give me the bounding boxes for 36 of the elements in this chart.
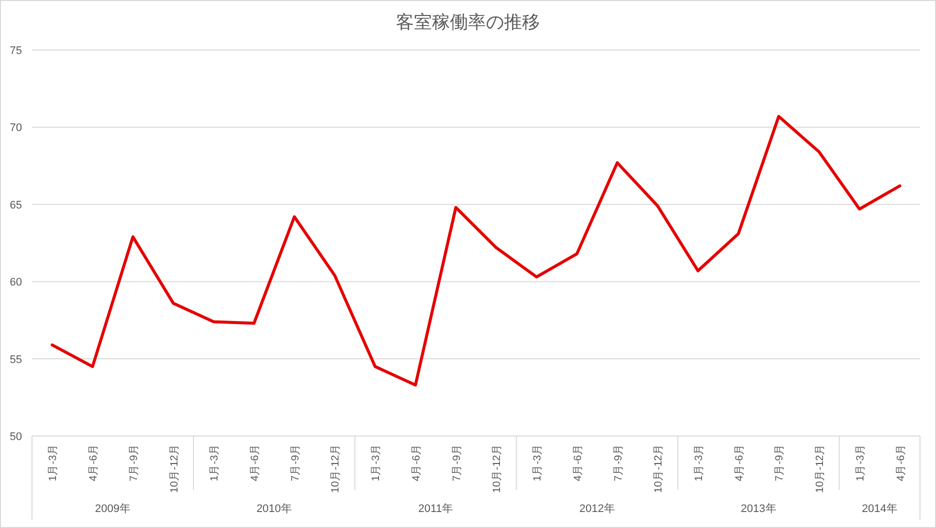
x-tick-label: 1月-3月 <box>693 444 705 482</box>
text: 2009年 <box>94 503 130 515</box>
x-tick-label: 4月-6月 <box>894 444 907 482</box>
text: 2013年 <box>740 503 776 515</box>
text: 2011年 <box>418 503 453 515</box>
y-tick-label: 60 <box>10 276 22 289</box>
x-tick-label: 1月-3月 <box>47 444 60 482</box>
x-tick-label: 1月-3月 <box>532 444 544 482</box>
x-tick-label: 7月-9月 <box>128 444 140 482</box>
text: 2014年 <box>862 503 898 515</box>
x-tick-label: 1月-3月 <box>854 444 866 482</box>
x-tick-label: 7月-9月 <box>612 444 624 482</box>
y-tick-label: 55 <box>10 354 22 366</box>
x-tick-label: 10月-12月 <box>330 444 342 493</box>
x-tick-label: 4月-6月 <box>572 444 584 482</box>
y-tick-label: 50 <box>10 431 22 443</box>
x-tick-label: 1月-3月 <box>208 444 221 482</box>
x-tick-label: 4月-6月 <box>88 444 100 482</box>
line-series <box>50 114 902 387</box>
y-tick-label: 70 <box>10 122 22 134</box>
x-tick-label: 4月-6月 <box>733 444 746 482</box>
text: 2010年 <box>256 503 292 515</box>
x-tick-label: 4月-6月 <box>249 444 261 482</box>
x-tick-label: 7月-9月 <box>289 444 302 482</box>
x-tick-label: 10月-12月 <box>168 444 180 493</box>
x-tick-label: 10月-12月 <box>491 444 504 493</box>
x-tick-label: 10月-12月 <box>814 444 826 493</box>
x-tick-label: 7月-9月 <box>450 444 463 482</box>
x-tick-label: 4月-6月 <box>410 444 422 482</box>
chart-title: 客室稼働率の推移 <box>396 12 540 32</box>
x-tick-label: 1月-3月 <box>370 444 382 482</box>
y-tick-label: 75 <box>10 45 22 57</box>
x-tick-label: 7月-9月 <box>774 444 786 482</box>
y-tick-label: 65 <box>10 199 22 212</box>
x-tick-label: 10月-12月 <box>652 444 665 493</box>
text: 2012年 <box>579 503 615 515</box>
